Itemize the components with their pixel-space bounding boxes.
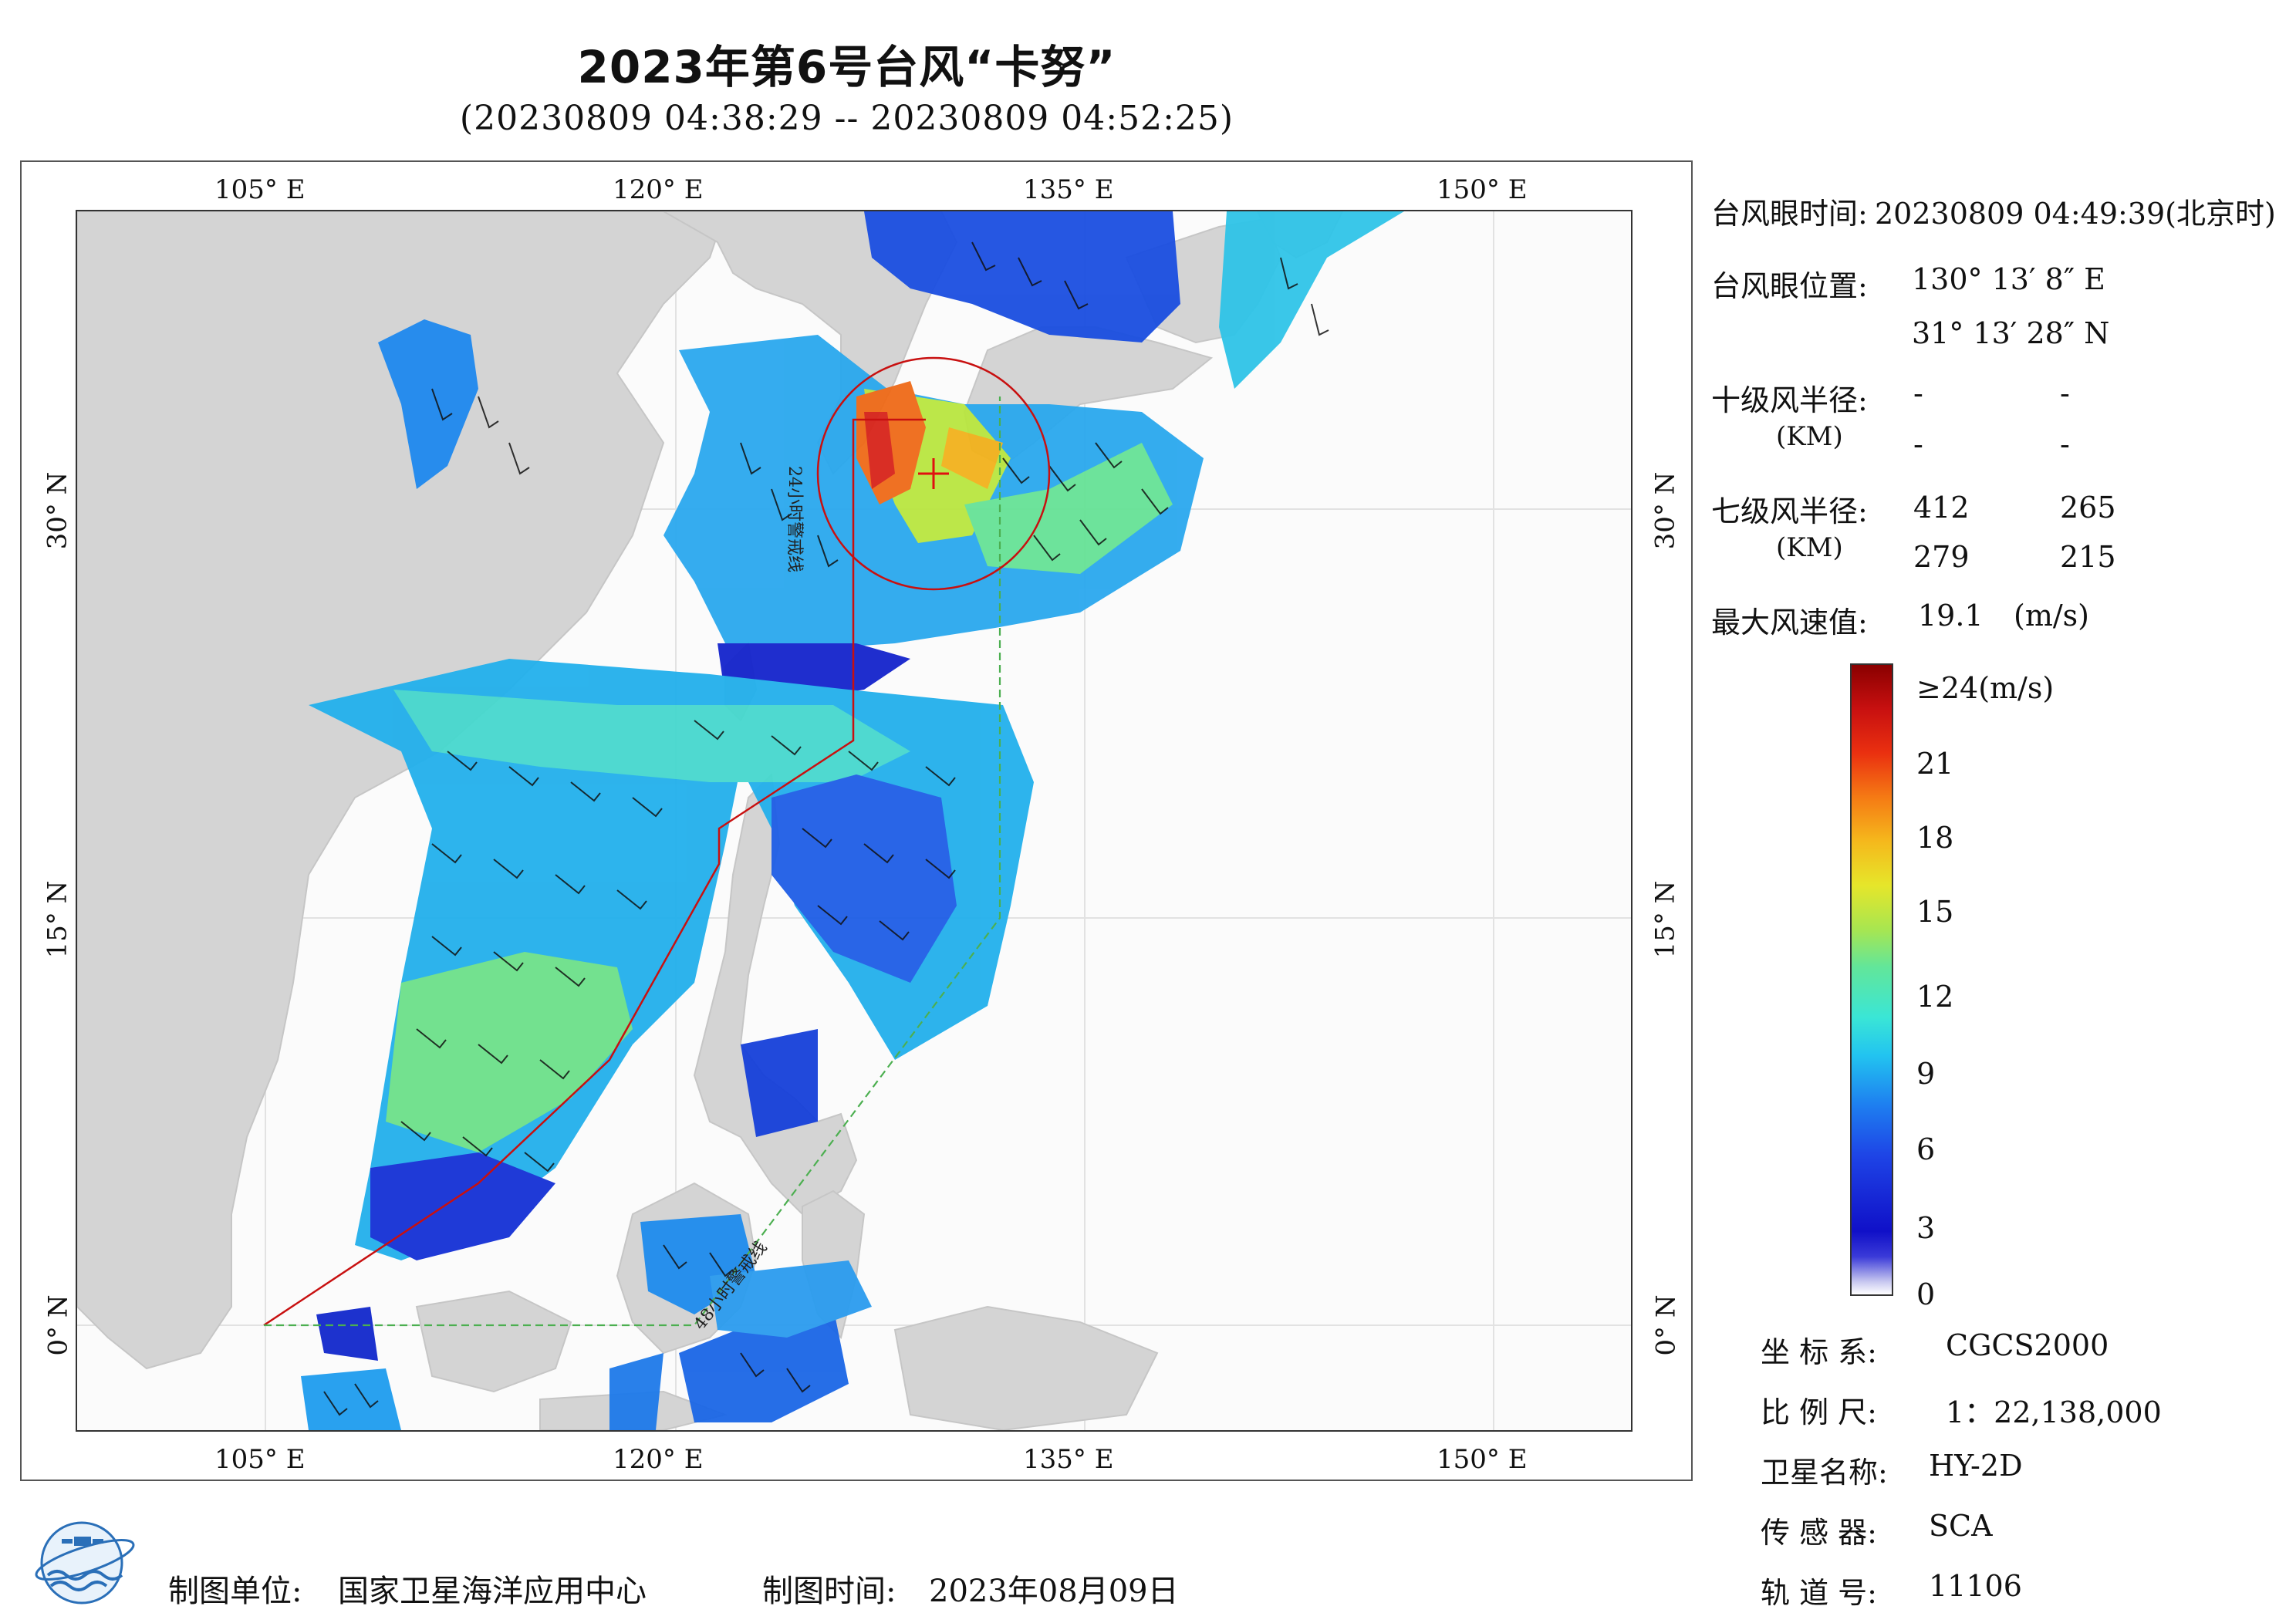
wind-speed-colorbar — [1850, 663, 1893, 1296]
colorbar-label-21: 21 — [1916, 747, 1954, 781]
r10-value-nw: - — [2060, 427, 2070, 461]
date-value: 2023年08月09日 — [929, 1574, 1179, 1609]
r10-label: 十级风半径: — [1711, 383, 1868, 417]
colorbar-label-6: 6 — [1916, 1132, 1936, 1166]
crs-value: CGCS2000 — [1946, 1328, 2109, 1362]
lat-tick-right-30: 30° N — [1649, 471, 1681, 550]
max-wind-label: 最大风速值: — [1711, 606, 1868, 639]
eye-position-label: 台风眼位置: — [1711, 269, 1868, 303]
r10-value-ne: - — [1913, 376, 1923, 410]
nsoas-logo-icon — [35, 1521, 135, 1604]
colorbar-label-18: 18 — [1916, 821, 1954, 855]
map-title: 2023年第6号台风“卡努” — [577, 41, 1116, 93]
warning-label-24h: 24小时警戒线 — [785, 466, 804, 572]
lat-tick-left-0: 0° N — [42, 1294, 74, 1356]
producer-label: 制图单位: — [168, 1574, 302, 1609]
lat-tick-left-30: 30° N — [42, 471, 73, 550]
lon-tick-top-105: 105° E — [214, 174, 306, 205]
r7-label: 七级风半径: — [1711, 494, 1868, 528]
scale-label: 比 例 尺: — [1761, 1395, 1877, 1429]
sensor-value: SCA — [1929, 1509, 1993, 1543]
typhoon-eye-marker — [816, 356, 1051, 591]
lon-tick-bottom-120: 120° E — [613, 1444, 704, 1475]
lon-tick-top-150: 150° E — [1437, 174, 1528, 205]
max-wind-value: 19.1 — [1918, 599, 1984, 633]
producer-value: 国家卫星海洋应用中心 — [338, 1574, 647, 1609]
satellite-value: HY-2D — [1929, 1449, 2023, 1483]
wind-swaths — [301, 211, 1404, 1430]
colorbar-label-15: 15 — [1916, 895, 1954, 929]
colorbar-label-0: 0 — [1916, 1277, 1936, 1311]
warning-line-48h — [264, 396, 1001, 1327]
r10-value-sw: - — [1913, 427, 1923, 461]
lon-tick-bottom-135: 135° E — [1023, 1444, 1114, 1475]
map-svg — [77, 211, 1631, 1430]
lat-tick-right-15: 15° N — [1649, 880, 1681, 959]
scale-value: 1：22,138,000 — [1946, 1395, 2162, 1429]
r7-unit: (KM) — [1776, 532, 1843, 563]
r7-value-nw: 215 — [2060, 540, 2116, 574]
r10-unit: (KM) — [1776, 421, 1843, 452]
lon-tick-top-120: 120° E — [613, 174, 704, 205]
r7-value-se: 265 — [2060, 491, 2116, 525]
map-subtitle: (20230809 04:38:29 -- 20230809 04:52:25) — [459, 99, 1234, 138]
r7-value-sw: 279 — [1913, 540, 1970, 574]
eye-time-value: 20230809 04:49:39(北京时) — [1875, 197, 2276, 231]
lon-tick-top-135: 135° E — [1023, 174, 1114, 205]
r7-value-ne: 412 — [1913, 491, 1970, 525]
warning-line-24h — [263, 418, 926, 1327]
orbit-label: 轨 道 号: — [1761, 1576, 1877, 1610]
colorbar-label-9: 9 — [1916, 1057, 1936, 1091]
crs-label: 坐 标 系: — [1761, 1335, 1877, 1369]
max-wind-unit: (m/s) — [2014, 599, 2089, 633]
wind-barbs — [323, 241, 1329, 1416]
orbit-value: 11106 — [1929, 1569, 2022, 1603]
date-label: 制图时间: — [762, 1574, 896, 1609]
colorbar-label-3: 3 — [1916, 1211, 1936, 1245]
r10-value-se: - — [2060, 376, 2070, 410]
lat-tick-left-15: 15° N — [42, 880, 73, 959]
wind-field-map[interactable]: 24小时警戒线 48小时警戒线 — [76, 210, 1633, 1432]
lon-tick-bottom-150: 150° E — [1437, 1444, 1528, 1475]
lat-tick-right-0: 0° N — [1650, 1294, 1682, 1356]
colorbar-label-24: ≥24(m/s) — [1916, 671, 2055, 705]
colorbar-label-12: 12 — [1916, 980, 1954, 1014]
eye-lon-value: 130° 13′ 8″ E — [1912, 262, 2105, 296]
eye-time-label: 台风眼时间: — [1711, 197, 1868, 231]
satellite-label: 卫星名称: — [1761, 1456, 1888, 1490]
lon-tick-bottom-105: 105° E — [214, 1444, 306, 1475]
eye-lat-value: 31° 13′ 28″ N — [1912, 316, 2110, 350]
sensor-label: 传 感 器: — [1761, 1516, 1877, 1550]
